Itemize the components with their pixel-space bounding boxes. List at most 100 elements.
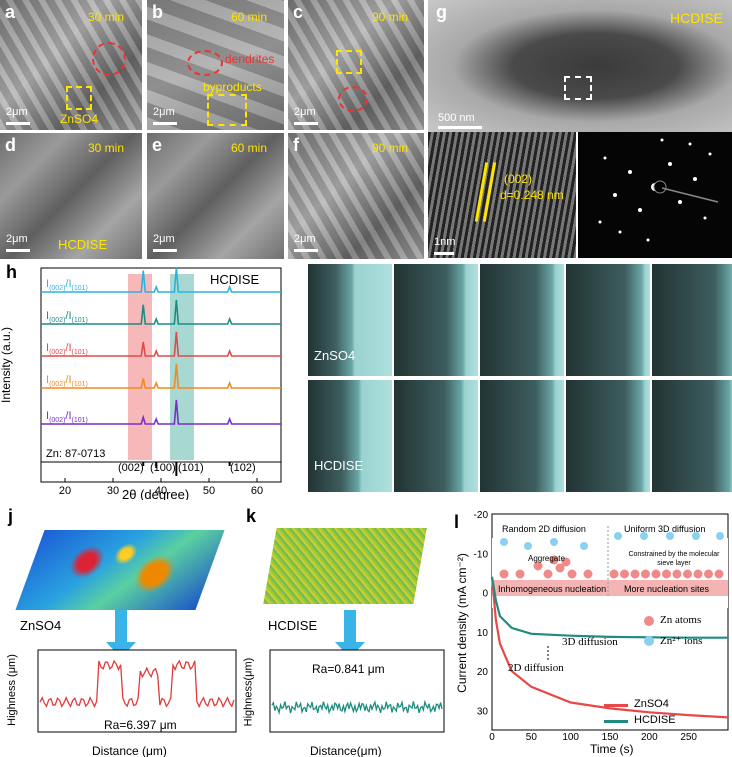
chrono-ylabel: Current density (mA cm⁻²)	[454, 553, 469, 693]
legend-atoms: Zn atoms	[660, 614, 702, 626]
scale-label: 2μm	[6, 106, 28, 118]
ra-j: Ra=6.397 μm	[104, 718, 177, 732]
zn-atom	[609, 569, 619, 579]
sem-panel-e: e 60 min 2μm	[147, 133, 284, 259]
highlight-002	[128, 274, 152, 460]
ratio-prefix: I(002)/I(101)	[46, 374, 88, 389]
zn-atom	[630, 569, 640, 579]
y-tick-label: 20	[477, 667, 489, 678]
panel-e-time: 60 min	[231, 141, 268, 155]
legend-znso4: ZnSO4	[634, 698, 669, 710]
topo-panel-k: k HCDISE Ra=0.841 μm Highness(μm) Distan…	[240, 506, 448, 757]
inset-right-caption: More nucleation sites	[624, 584, 710, 594]
ratio-prefix: I(002)/I(101)	[46, 410, 88, 425]
panel-letter-h: h	[6, 262, 17, 282]
profile-chart-k	[269, 649, 445, 733]
saed-inset	[578, 132, 732, 258]
inset-right-title: Uniform 3D diffusion	[624, 524, 706, 534]
zn-atom	[620, 569, 629, 579]
scale-bar	[438, 126, 482, 129]
zn-atom	[561, 557, 571, 567]
y-tick-label: -10	[474, 549, 489, 560]
x-tick-label: 50	[526, 732, 538, 743]
x-tick-label: 250	[680, 732, 697, 743]
chrono-series-line	[490, 576, 729, 719]
sem-panel-d: d 30 min 2μm HCDISE	[0, 133, 142, 259]
topo-label-k: HCDISE	[268, 618, 318, 633]
xrd-chart: 20 30 40 50 60	[40, 267, 282, 497]
chrono-series-line	[490, 576, 728, 639]
zn-atom	[555, 563, 565, 573]
panel-f-time: 90 min	[372, 141, 409, 155]
xrd-ref: Zn: 87-0713	[46, 448, 106, 460]
zn-ion	[524, 542, 532, 550]
zn-ion	[614, 532, 622, 540]
sem-panel-c: c 90 min 2μm	[288, 0, 424, 130]
zn-atom	[704, 569, 713, 579]
scale-label: 2μm	[153, 106, 175, 118]
tem-panel-g: g HCDISE 500 nm	[428, 0, 732, 132]
x-tick-label: 100	[562, 732, 579, 743]
panel-a-label: ZnSO4	[60, 112, 99, 126]
panel-b-time: 60 min	[231, 10, 268, 24]
panel-letter-f: f	[293, 135, 299, 155]
hrtem-scale-label: 1nm	[434, 236, 456, 248]
ratio-prefix: I(002)/I(101)	[46, 310, 88, 325]
zn-atom	[672, 569, 682, 579]
zn-atom	[714, 569, 724, 579]
scale-label: 2μm	[294, 233, 316, 245]
scale-bar	[153, 122, 177, 125]
annotation-3d-diffusion: 3D diffusion	[562, 636, 618, 648]
zn-atom	[499, 569, 509, 579]
ylabel-k: Highness(μm)	[242, 657, 255, 727]
scale-label: 2μm	[6, 233, 28, 245]
plane-002: (002)	[118, 462, 144, 474]
zn-ion	[500, 538, 508, 546]
tem-label: HCDISE	[670, 10, 723, 26]
legend-line-znso4	[604, 704, 628, 707]
zn-atom	[549, 555, 559, 565]
topo-label-j: ZnSO4	[20, 618, 62, 633]
yellow-box-marker	[336, 50, 362, 74]
legend-ion-icon	[644, 636, 654, 646]
optical-tile	[394, 264, 478, 376]
xrd-panel-h: 20 30 40 50 60 h HCDISE Intensity (a.u.) 2θ …	[0, 262, 290, 500]
zn-ion	[550, 538, 558, 546]
profile-line	[39, 659, 235, 709]
x-tick-label: 60	[251, 485, 263, 497]
legend-hcdise: HCDISE	[634, 714, 676, 726]
zn-ion	[716, 532, 724, 540]
sem-panel-f: f 90 min 2μm	[288, 133, 424, 259]
profile-chart-j	[37, 649, 237, 733]
hrtem-inset: (002) d=0.248 nm 1nm	[428, 132, 576, 258]
chrono-chart: -20 -10 0 10 20 30 0 50 100 150 200 250	[474, 510, 729, 743]
optical-label-bottom: HCDISE	[314, 458, 364, 473]
y-tick-label: -20	[474, 510, 489, 521]
optical-tile	[480, 264, 564, 376]
xrd-curve	[41, 331, 281, 357]
annotation-dendrites: dendrites	[225, 52, 275, 66]
tem-selection-box	[564, 76, 592, 100]
x-tick-label: 30	[107, 485, 119, 497]
zn-atom	[641, 569, 650, 579]
annotation-byproducts: byproducts	[203, 80, 262, 94]
optical-tile	[308, 264, 392, 376]
xrd-xlabel: 2θ (degree)	[122, 487, 190, 500]
scale-bar	[6, 249, 30, 252]
optical-tile	[308, 380, 392, 492]
annotation-2d-diffusion: 2D diffusion	[508, 662, 564, 674]
inset-left-caption: Inhomogeneous nucleation	[498, 584, 607, 594]
d-spacing: d=0.248 nm	[500, 188, 564, 202]
optical-tile	[566, 264, 650, 376]
legend-atom-icon	[644, 616, 654, 626]
x-tick-label: 200	[641, 732, 658, 743]
scale-bar	[294, 249, 318, 252]
plane-102: (102)	[230, 462, 256, 474]
zn-atom	[662, 569, 671, 579]
xlabel-k: Distance(μm)	[310, 744, 382, 757]
y-tick-label: 0	[482, 589, 488, 600]
saed-pattern	[598, 138, 719, 242]
red-circle-marker	[92, 42, 126, 76]
plane-101: (101)	[178, 462, 204, 474]
scale-bar	[6, 122, 30, 125]
